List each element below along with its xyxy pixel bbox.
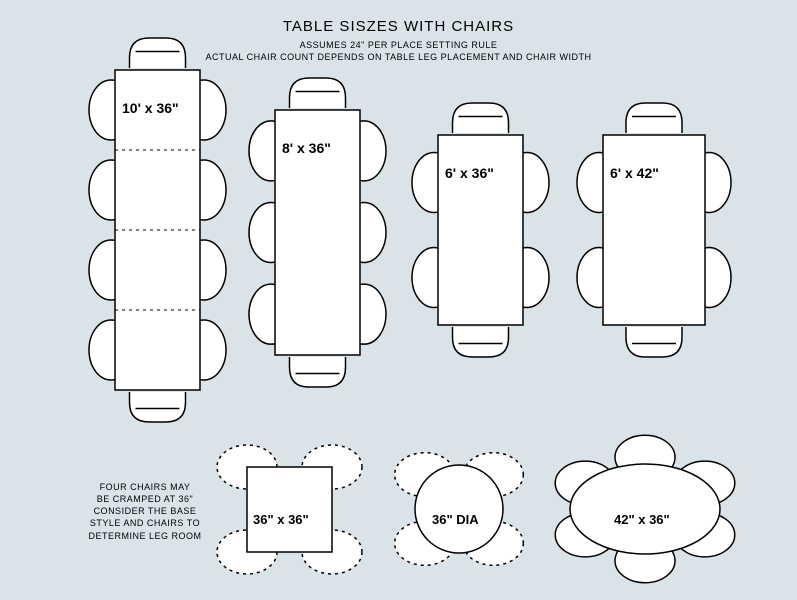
chair-icon	[505, 248, 549, 308]
table-t1	[89, 38, 226, 422]
chair-icon	[217, 530, 277, 574]
table-t5	[217, 445, 362, 574]
chair-icon	[615, 539, 675, 583]
chair-icon	[182, 80, 226, 140]
chair-icon	[249, 203, 293, 263]
note-line: BE CRAMPED AT 36"	[70, 493, 220, 505]
chair-icon	[577, 153, 621, 213]
chair-icon	[615, 435, 675, 479]
end-chair-icon	[130, 392, 186, 422]
table-top	[603, 135, 705, 325]
chair-icon	[687, 248, 731, 308]
chair-icon	[342, 284, 386, 344]
note-line: DETERMINE LEG ROOM	[70, 530, 220, 542]
end-chair-icon	[626, 327, 682, 357]
chair-icon	[182, 320, 226, 380]
chair-icon	[395, 521, 455, 565]
chair-icon	[412, 153, 456, 213]
table-t4	[577, 103, 731, 357]
chair-icon	[687, 153, 731, 213]
chair-icon	[463, 453, 523, 497]
chair-icon	[342, 121, 386, 181]
chair-icon	[217, 445, 277, 489]
chair-icon	[182, 240, 226, 300]
chair-icon	[577, 248, 621, 308]
note-line: FOUR CHAIRS MAY	[70, 481, 220, 493]
table-label-t1: 10' x 36"	[122, 100, 179, 116]
chair-icon	[89, 160, 133, 220]
chair-icon	[675, 461, 735, 505]
chair-icon	[395, 453, 455, 497]
table-label-t2: 8' x 36"	[282, 140, 331, 156]
table-t3	[412, 103, 549, 357]
chair-icon	[505, 153, 549, 213]
note-line: CONSIDER THE BASE	[70, 505, 220, 517]
page-title: TABLE SISZES WITH CHAIRS	[0, 18, 797, 35]
table-t6	[395, 453, 524, 566]
table-label-t6: 36" DIA	[432, 512, 479, 527]
chair-icon	[302, 445, 362, 489]
table-label-t3: 6' x 36"	[445, 165, 494, 181]
end-chair-icon	[290, 78, 346, 108]
end-chair-icon	[626, 103, 682, 133]
chair-icon	[89, 240, 133, 300]
table-t2	[249, 78, 386, 387]
table-top	[115, 70, 200, 390]
table-top	[438, 135, 523, 325]
chair-icon	[463, 521, 523, 565]
end-chair-icon	[290, 357, 346, 387]
note-line: STYLE AND CHAIRS TO	[70, 517, 220, 529]
chair-icon	[342, 203, 386, 263]
chair-icon	[412, 248, 456, 308]
chair-icon	[182, 160, 226, 220]
chair-icon	[555, 513, 615, 557]
end-chair-icon	[453, 327, 509, 357]
chair-icon	[555, 461, 615, 505]
table-label-t4: 6' x 42"	[610, 165, 659, 181]
end-chair-icon	[453, 103, 509, 133]
chair-icon	[89, 320, 133, 380]
legroom-note: FOUR CHAIRS MAYBE CRAMPED AT 36"CONSIDER…	[70, 481, 220, 542]
table-t7	[555, 435, 735, 583]
chair-icon	[302, 530, 362, 574]
table-label-t5: 36" x 36"	[253, 512, 309, 527]
chair-icon	[249, 284, 293, 344]
chair-icon	[675, 513, 735, 557]
table-label-t7: 42" x 36"	[614, 512, 670, 527]
subtitle-line-1: ASSUMES 24" PER PLACE SETTING RULE	[0, 40, 797, 50]
subtitle-line-2: ACTUAL CHAIR COUNT DEPENDS ON TABLE LEG …	[0, 52, 797, 62]
